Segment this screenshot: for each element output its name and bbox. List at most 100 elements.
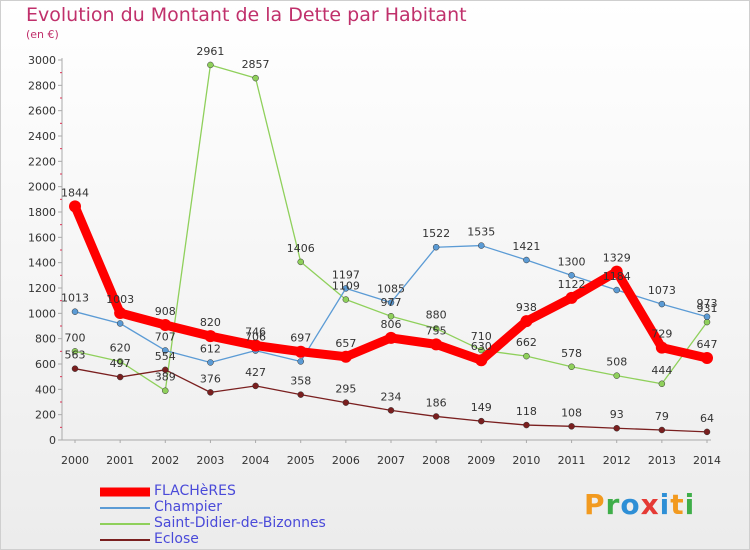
data-point [71,365,79,372]
data-label: 710 [471,330,492,343]
proxiti-logo: Proxiti [584,488,695,521]
data-point [703,428,711,436]
data-label: 806 [381,318,402,331]
y-tick-label: 800 [35,333,56,346]
data-point [387,312,395,320]
data-point [116,373,124,381]
data-label: 295 [335,383,356,396]
data-label: 1406 [287,242,315,255]
data-point [565,291,578,304]
data-label: 880 [426,309,447,322]
x-tick-label: 2006 [332,454,360,467]
data-label: 1013 [61,292,89,305]
x-tick-label: 2007 [377,454,405,467]
data-label: 1122 [558,278,586,291]
data-point [207,359,214,366]
data-label: 1109 [332,280,360,293]
data-label: 1184 [603,270,631,283]
data-point [478,346,485,354]
data-label: 108 [561,406,582,419]
y-tick-label: 1400 [28,257,56,270]
data-label: 1073 [648,284,676,297]
data-point [342,296,350,303]
data-label: 149 [471,401,492,414]
data-label: 1522 [422,227,450,240]
data-label: 1535 [467,226,495,239]
data-label: 358 [290,375,311,388]
data-label: 820 [200,316,221,329]
x-tick-label: 2001 [106,454,134,467]
data-point [339,350,352,363]
data-point [204,330,217,343]
data-point [655,341,668,354]
data-label: 234 [381,390,402,403]
data-label: 427 [245,366,266,379]
data-point [568,272,575,279]
legend-label-champier: Champier [154,499,223,515]
logo-letter: x [640,488,660,521]
data-label: 700 [65,331,86,344]
data-label: 497 [110,357,131,370]
y-tick-label: 2600 [28,105,56,118]
data-point [523,421,530,429]
data-label: 977 [381,296,402,309]
data-label: 563 [65,349,86,362]
data-point [432,325,440,332]
data-point [297,391,304,398]
data-point [252,74,259,82]
legend-label-eclose: Eclose [154,531,199,547]
data-label: 2857 [242,58,270,71]
data-point [701,352,713,365]
data-point [520,315,533,328]
x-tick-label: 2000 [61,454,89,467]
data-point [523,352,530,360]
data-point [252,382,259,390]
data-point [114,306,127,319]
data-point [613,372,620,379]
data-point [703,313,711,321]
data-point [342,399,350,406]
data-point [159,318,172,331]
data-point [297,358,304,365]
data-point [523,256,530,264]
y-tick-label: 2200 [28,155,56,168]
data-label: 1329 [603,252,631,265]
data-label: 444 [651,364,672,377]
x-tick-label: 2003 [196,454,224,467]
x-tick-label: 2011 [558,454,586,467]
data-label: 1421 [512,240,540,253]
y-tick-label: 400 [35,383,56,396]
logo-letter: o [620,488,641,521]
data-label: 1003 [106,293,134,306]
y-tick-label: 2000 [28,181,56,194]
x-tick-label: 2010 [512,454,540,467]
chart-title: Evolution du Montant de la Dette par Hab… [26,4,467,26]
data-label: 729 [651,328,672,341]
data-point [71,308,79,315]
data-label: 508 [606,356,627,369]
y-tick-label: 200 [35,409,56,422]
y-tick-label: 1800 [28,206,56,219]
data-label: 1844 [61,186,89,199]
data-point [658,380,666,388]
x-tick-label: 2005 [287,454,315,467]
data-point [71,348,79,355]
data-point [658,300,666,308]
data-label: 973 [697,297,718,310]
y-tick-label: 600 [35,358,56,371]
data-label: 79 [655,410,669,423]
data-label: 931 [697,302,718,315]
logo-letter: i [659,488,671,521]
logo-letter: t [670,488,685,521]
data-label: 697 [290,332,311,345]
data-point [162,366,169,374]
y-tick-label: 2800 [28,79,56,92]
data-label: 657 [335,337,356,350]
data-point [387,407,395,414]
data-label: 620 [110,341,131,354]
y-tick-label: 1200 [28,282,56,295]
data-label: 755 [426,324,447,337]
data-point [297,258,304,266]
data-point [207,61,214,69]
